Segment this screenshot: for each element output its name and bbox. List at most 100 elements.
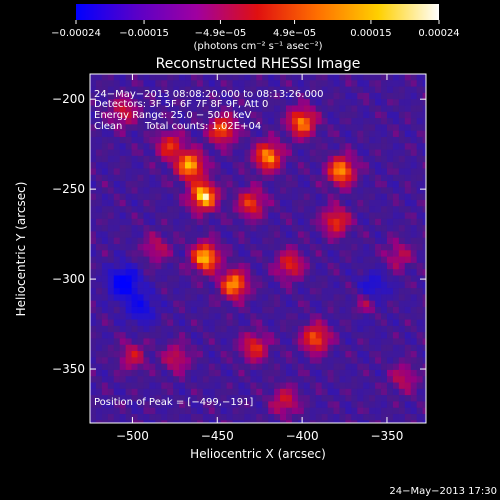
heatmap-pixel — [404, 338, 412, 346]
heatmap-pixel — [173, 401, 180, 409]
heatmap-pixel — [398, 162, 406, 169]
heatmap-pixel — [167, 80, 174, 88]
heatmap-pixel — [143, 162, 150, 169]
colorbar-tick-label: −4.9e−05 — [195, 28, 247, 39]
heatmap-pixel — [232, 124, 239, 132]
heatmap-pixel — [315, 325, 323, 333]
heatmap-pixel — [363, 168, 370, 176]
heatmap-pixel — [345, 86, 352, 94]
heatmap-pixel — [386, 225, 394, 232]
heatmap-pixel — [274, 275, 281, 283]
heatmap-pixel — [143, 181, 150, 188]
heatmap-pixel — [327, 294, 335, 302]
heatmap-pixel — [345, 414, 352, 421]
heatmap-pixel — [190, 187, 198, 195]
heatmap-pixel — [268, 92, 275, 100]
heatmap-pixel — [398, 294, 406, 302]
heatmap-pixel — [422, 212, 426, 220]
heatmap-pixel — [422, 351, 426, 358]
heatmap-pixel — [262, 130, 269, 138]
heatmap-pixel — [297, 357, 305, 365]
heatmap-pixel — [149, 155, 156, 163]
heatmap-pixel — [392, 193, 400, 201]
heatmap-pixel — [113, 136, 121, 144]
heatmap-pixel — [244, 193, 251, 201]
heatmap-pixel — [386, 376, 394, 384]
heatmap-pixel — [125, 92, 133, 100]
heatmap-pixel — [416, 363, 424, 371]
heatmap-pixel — [321, 155, 329, 163]
heatmap-pixel — [196, 332, 204, 339]
heatmap-pixel — [381, 174, 388, 182]
heatmap-pixel — [167, 294, 174, 302]
heatmap-pixel — [297, 237, 305, 245]
heatmap-pixel — [190, 369, 198, 377]
heatmap-pixel — [369, 218, 376, 226]
y-tick-label: −300 — [52, 272, 85, 286]
heatmap-pixel — [250, 414, 257, 421]
heatmap-pixel — [303, 250, 311, 258]
heatmap-pixel — [268, 306, 275, 314]
heatmap-pixel — [357, 395, 364, 402]
heatmap-pixel — [256, 86, 263, 94]
heatmap-pixel — [149, 162, 156, 169]
heatmap-pixel — [410, 275, 418, 283]
heatmap-pixel — [339, 300, 346, 308]
heatmap-pixel — [375, 168, 382, 176]
heatmap-pixel — [190, 382, 198, 390]
heatmap-pixel — [95, 193, 103, 201]
heatmap-pixel — [268, 395, 275, 402]
heatmap-pixel — [280, 395, 287, 402]
heatmap-pixel — [161, 118, 168, 125]
heatmap-pixel — [167, 363, 174, 371]
heatmap-pixel — [262, 369, 269, 377]
heatmap-pixel — [95, 80, 103, 88]
heatmap-pixel — [315, 313, 323, 321]
heatmap-pixel — [250, 118, 257, 125]
heatmap-pixel — [149, 99, 156, 106]
heatmap-pixel — [214, 269, 222, 276]
heatmap-pixel — [137, 401, 144, 409]
heatmap-pixel — [398, 92, 406, 100]
heatmap-pixel — [398, 407, 406, 415]
heatmap-pixel — [179, 294, 186, 302]
heatmap-pixel — [90, 414, 97, 421]
heatmap-pixel — [125, 351, 133, 358]
heatmap-pixel — [137, 395, 144, 402]
heatmap-pixel — [386, 420, 394, 423]
heatmap-pixel — [196, 174, 204, 182]
heatmap-pixel — [149, 332, 156, 339]
heatmap-pixel — [238, 105, 245, 113]
heatmap-pixel — [286, 319, 293, 327]
heatmap-pixel — [280, 357, 287, 365]
heatmap-pixel — [202, 395, 210, 402]
heatmap-pixel — [369, 414, 376, 421]
heatmap-pixel — [369, 288, 376, 295]
heatmap-pixel — [101, 281, 109, 289]
heatmap-pixel — [107, 306, 115, 314]
heatmap-pixel — [327, 206, 335, 214]
heatmap-pixel — [339, 237, 346, 245]
heatmap-pixel — [173, 306, 180, 314]
heatmap-pixel — [125, 206, 133, 214]
heatmap-pixel — [179, 181, 186, 188]
heatmap-pixel — [262, 401, 269, 409]
heatmap-pixel — [208, 407, 216, 415]
heatmap-pixel — [101, 212, 109, 220]
heatmap-pixel — [101, 105, 109, 113]
heatmap-pixel — [291, 407, 299, 415]
heatmap-pixel — [416, 237, 424, 245]
heatmap-pixel — [291, 174, 299, 182]
heatmap-pixel — [137, 357, 144, 365]
heatmap-pixel — [202, 376, 210, 384]
heatmap-pixel — [381, 306, 388, 314]
heatmap-pixel — [95, 407, 103, 415]
heatmap-pixel — [375, 313, 382, 321]
heatmap-pixel — [262, 231, 269, 239]
heatmap-pixel — [185, 332, 192, 339]
heatmap-pixel — [381, 351, 388, 358]
heatmap-pixel — [232, 369, 239, 377]
heatmap-pixel — [208, 174, 216, 182]
heatmap-pixel — [398, 351, 406, 358]
heatmap-pixel — [226, 149, 234, 157]
